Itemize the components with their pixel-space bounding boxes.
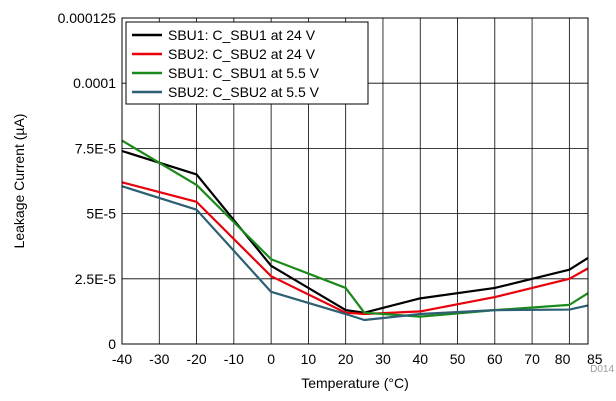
y-tick-label: 0.000125 <box>58 10 117 26</box>
series-lines <box>121 139 589 322</box>
x-tick-label: -10 <box>224 351 244 367</box>
x-tick-label: 20 <box>338 351 354 367</box>
legend-entry: SBU2: C_SBU2 at 24 V <box>168 46 316 62</box>
x-tick-label: -20 <box>186 351 206 367</box>
y-tick-label: 0 <box>108 336 116 352</box>
x-tick-label: 85 <box>587 351 603 367</box>
x-tick-label: 40 <box>412 351 428 367</box>
y-tick-label: 2.5E-5 <box>75 271 116 287</box>
x-tick-label: 50 <box>450 351 466 367</box>
y-axis-label: Leakage Current (µA) <box>11 114 27 249</box>
x-axis-label: Temperature (°C) <box>301 375 409 391</box>
y-tick-label: 5E-5 <box>86 206 116 222</box>
legend-entry: SBU1: C_SBU1 at 5.5 V <box>168 65 320 81</box>
y-tick-label: 0.0001 <box>73 75 116 91</box>
x-tick-label: 30 <box>375 351 391 367</box>
legend-entry: SBU2: C_SBU2 at 5.5 V <box>168 84 320 100</box>
x-tick-label: 0 <box>267 351 275 367</box>
x-tick-label: 70 <box>524 351 540 367</box>
figure-id-label: D014 <box>590 364 614 375</box>
x-tick-label: 60 <box>487 351 503 367</box>
series-line <box>121 185 589 322</box>
plot-area-frame <box>121 17 589 345</box>
series-line <box>121 181 589 316</box>
legend-entry: SBU1: C_SBU1 at 24 V <box>168 27 316 43</box>
x-axis-tick-labels: -40 -30 -20 -10 0 10 20 30 40 50 60 70 80 85 <box>112 351 603 367</box>
x-tick-label: -40 <box>112 351 132 367</box>
y-axis-tick-labels: 0 2.5E-5 5E-5 7.5E-5 0.0001 0.000125 <box>58 10 117 352</box>
series-line <box>121 139 589 318</box>
x-tick-label: 80 <box>555 351 571 367</box>
y-tick-label: 7.5E-5 <box>75 140 116 156</box>
x-tick-label: 10 <box>301 351 317 367</box>
legend-box <box>125 21 369 105</box>
legend: SBU1: C_SBU1 at 24 V SBU2: C_SBU2 at 24 V… <box>125 21 369 105</box>
x-tick-label: -30 <box>149 351 169 367</box>
